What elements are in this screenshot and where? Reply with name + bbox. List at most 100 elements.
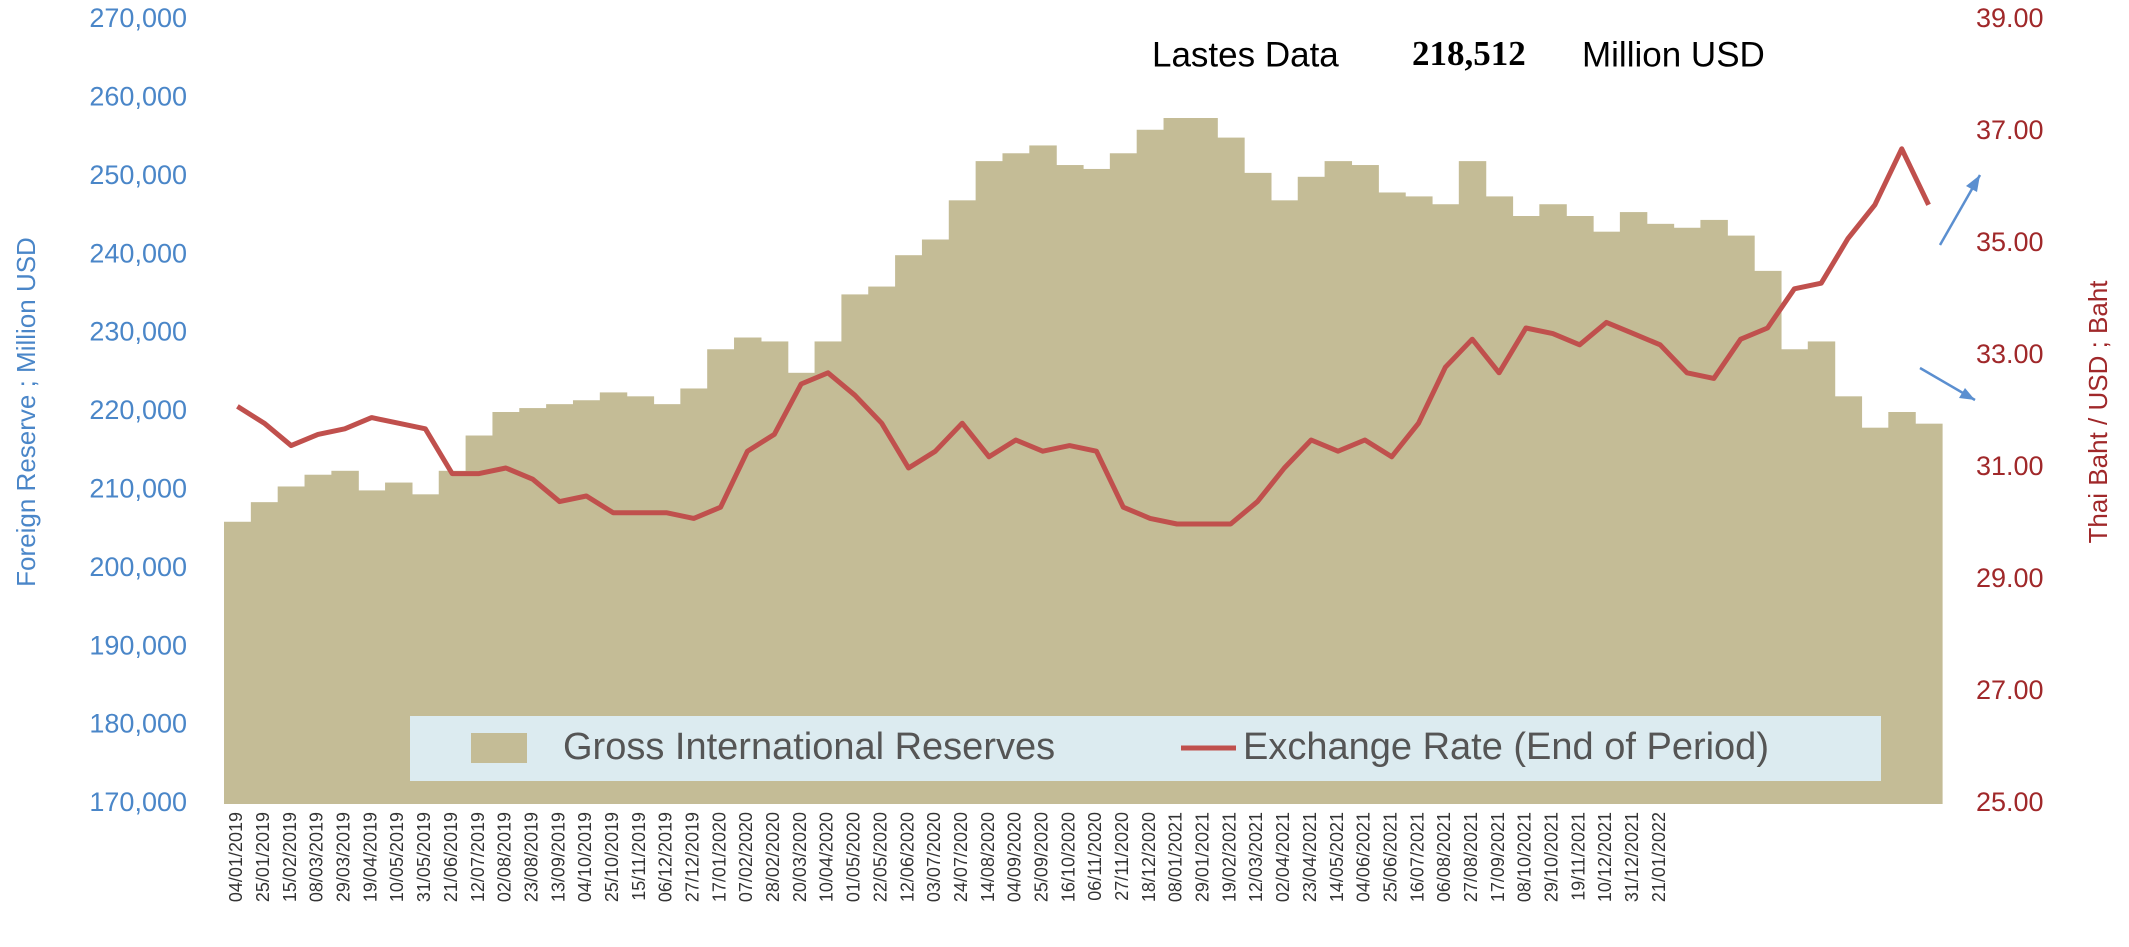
y-tick-label: 230,000 [89, 317, 187, 347]
x-tick-label: 23/08/2019 [521, 812, 541, 902]
bar [948, 200, 977, 804]
x-tick-label: 14/08/2020 [978, 812, 998, 902]
bar [1485, 196, 1514, 804]
bar [385, 482, 413, 804]
bar [358, 490, 386, 804]
y2-tick-label: 25.00 [1976, 787, 2044, 817]
arrow-head [1959, 388, 1975, 400]
y-tick-label: 250,000 [89, 160, 187, 190]
x-tick-label: 08/10/2021 [1515, 812, 1535, 902]
bar [277, 486, 306, 804]
x-tick-label: 25/01/2019 [253, 812, 273, 902]
y-tick-label: 180,000 [89, 709, 187, 739]
y2-axis-title: Thai Baht / USD ; Baht [2083, 280, 2113, 544]
y2-tick-label: 39.00 [1976, 3, 2044, 33]
bar [975, 161, 1004, 804]
x-tick-label: 19/02/2021 [1219, 812, 1239, 902]
y-tick-label: 240,000 [89, 238, 187, 268]
bar [1458, 161, 1487, 804]
bar [1270, 200, 1299, 804]
x-tick-label: 24/07/2020 [951, 812, 971, 902]
x-tick-label: 04/06/2021 [1354, 812, 1374, 902]
bar [250, 502, 279, 804]
bar [1915, 423, 1943, 804]
bar [1351, 165, 1379, 805]
bar [1619, 212, 1648, 804]
x-tick-label: 06/12/2019 [656, 812, 676, 902]
bar [1539, 204, 1567, 805]
x-tick-label: 27/08/2021 [1461, 812, 1481, 902]
x-tick-label: 12/06/2020 [897, 812, 917, 902]
x-tick-label: 01/05/2020 [844, 812, 864, 902]
bar [1405, 196, 1433, 804]
bar [1083, 168, 1111, 804]
x-tick-label: 14/05/2021 [1327, 812, 1347, 902]
x-tick-label: 19/11/2021 [1568, 812, 1588, 901]
bar [331, 470, 359, 804]
x-tick-label: 15/11/2019 [629, 812, 649, 901]
y2-tick-label: 33.00 [1976, 339, 2044, 369]
y-tick-label: 200,000 [89, 552, 187, 582]
bar [1029, 145, 1057, 804]
y2-tick-label: 35.00 [1976, 227, 2044, 257]
bar [1190, 118, 1218, 804]
x-tick-label: 18/12/2020 [1139, 812, 1159, 902]
x-tick-label: 10/05/2019 [387, 812, 407, 902]
x-tick-label: 08/01/2021 [1166, 812, 1186, 902]
bar [224, 521, 252, 804]
legend-label: Exchange Rate (End of Period) [1243, 726, 1769, 768]
x-tick-label: 27/11/2020 [1112, 812, 1132, 901]
y-tick-label: 210,000 [89, 474, 187, 504]
x-tick-label: 12/03/2021 [1246, 812, 1266, 902]
x-tick-label: 19/04/2019 [360, 812, 380, 902]
x-tick-label: 10/12/2021 [1595, 812, 1615, 902]
bar [1297, 176, 1326, 805]
x-tick-label: 13/09/2019 [548, 812, 568, 902]
x-tick-label: 02/04/2021 [1273, 812, 1293, 902]
x-tick-label: 21/01/2022 [1649, 812, 1669, 902]
bar [921, 239, 950, 804]
bar [1673, 227, 1702, 804]
legend-label: Gross International Reserves [563, 726, 1055, 768]
bar [1109, 153, 1138, 804]
y-axis-title: Foreign Reserve ; Million USD [11, 237, 41, 587]
x-tick-label: 17/01/2020 [709, 812, 729, 902]
legend-swatch [471, 733, 527, 763]
annotation-unit: Million USD [1582, 35, 1765, 74]
x-tick-label: 20/03/2020 [790, 812, 810, 902]
x-tick-label: 02/08/2019 [495, 812, 515, 902]
x-tick-label: 15/02/2019 [280, 812, 300, 902]
x-tick-label: 22/05/2020 [870, 812, 890, 902]
bar [1888, 412, 1916, 804]
x-tick-label: 08/03/2019 [307, 812, 327, 902]
x-tick-label: 10/04/2020 [817, 812, 837, 902]
x-tick-label: 29/03/2019 [334, 812, 354, 902]
annotation-value: 218,512 [1412, 34, 1526, 73]
x-tick-label: 06/08/2021 [1434, 812, 1454, 902]
bar [1646, 223, 1675, 805]
x-tick-label: 16/10/2020 [1058, 812, 1078, 902]
line [236, 146, 1931, 527]
x-tick-label: 04/10/2019 [575, 812, 595, 902]
x-tick-label: 16/07/2021 [1407, 812, 1427, 902]
x-tick-label: 21/06/2019 [441, 812, 461, 902]
x-tick-label: 28/02/2020 [763, 812, 783, 902]
x-tick-label: 25/06/2021 [1380, 812, 1400, 902]
x-tick-label: 25/10/2019 [602, 812, 622, 902]
x-tick-label: 17/09/2021 [1488, 812, 1508, 902]
legend-box [410, 716, 1881, 781]
bar [1136, 129, 1165, 804]
x-tick-label: 04/01/2019 [226, 812, 246, 902]
bar [1002, 153, 1030, 804]
y-tick-label: 190,000 [89, 630, 187, 660]
plot-area [224, 118, 1943, 805]
x-tick-label: 29/01/2021 [1193, 812, 1213, 902]
y-tick-label: 220,000 [89, 395, 187, 425]
y2-tick-label: 31.00 [1976, 451, 2044, 481]
y-tick-label: 170,000 [89, 787, 187, 817]
x-tick-label: 12/07/2019 [468, 812, 488, 902]
x-tick-label: 29/10/2021 [1542, 812, 1562, 902]
bar [1378, 192, 1406, 805]
bar [1163, 118, 1191, 804]
y-tick-label: 270,000 [89, 3, 187, 33]
